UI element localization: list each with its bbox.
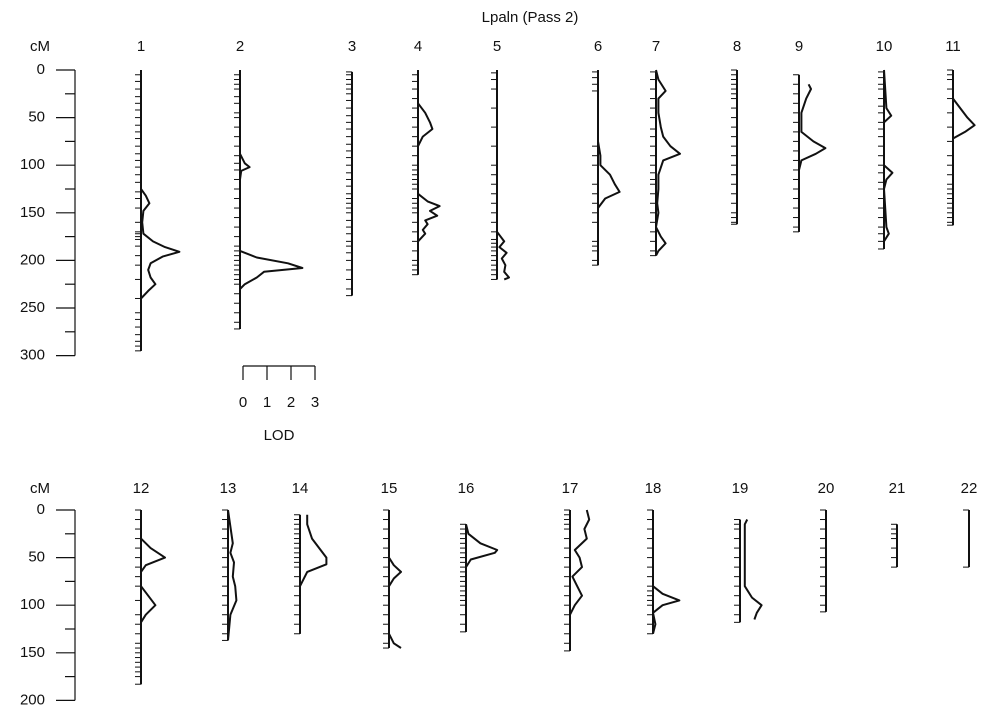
chromosome-label: 17 bbox=[562, 480, 579, 497]
chromosome-label: 9 bbox=[795, 38, 803, 55]
chromosome-label: 7 bbox=[652, 38, 660, 55]
chromosome-label: 22 bbox=[961, 480, 978, 497]
y-axis-label: cM bbox=[30, 38, 50, 55]
y-tick-label: 150 bbox=[20, 644, 45, 661]
lod-curve bbox=[140, 510, 166, 685]
lod-curve bbox=[299, 514, 328, 634]
y-tick-label: 0 bbox=[37, 61, 45, 78]
lod-curve bbox=[883, 69, 894, 249]
y-tick-label: 0 bbox=[37, 501, 45, 518]
chromosome-label: 11 bbox=[945, 38, 961, 55]
y-tick-label: 200 bbox=[20, 691, 45, 706]
chromosome-label: 8 bbox=[733, 38, 741, 55]
lod-curve bbox=[652, 510, 681, 635]
chromosome-label: 10 bbox=[876, 38, 893, 55]
lod-curve bbox=[952, 70, 976, 226]
chromosome-label: 3 bbox=[348, 38, 356, 55]
lod-scale-label: 2 bbox=[287, 394, 295, 411]
lod-curve bbox=[655, 69, 681, 257]
lod-curve bbox=[465, 524, 499, 632]
chromosome-label: 20 bbox=[818, 480, 835, 497]
chromosome-label: 13 bbox=[220, 480, 237, 497]
y-tick-label: 150 bbox=[20, 204, 45, 221]
lod-curve bbox=[597, 70, 621, 266]
chromosome-label: 1 bbox=[137, 38, 145, 55]
lod-curve bbox=[239, 70, 304, 329]
lod-curve bbox=[569, 509, 591, 651]
y-axis-label: cM bbox=[30, 480, 50, 497]
lod-curve bbox=[496, 70, 510, 281]
y-tick-label: 100 bbox=[20, 156, 45, 173]
y-tick-label: 50 bbox=[28, 549, 45, 566]
lod-curve bbox=[743, 519, 763, 620]
lod-curve bbox=[388, 510, 402, 649]
y-tick-label: 250 bbox=[20, 299, 45, 316]
chromosome-label: 4 bbox=[414, 38, 422, 55]
chromosome-label: 14 bbox=[292, 480, 309, 497]
chromosome-label: 12 bbox=[133, 480, 150, 497]
chromosome-label: 2 bbox=[236, 38, 244, 55]
chart-title: Lpaln (Pass 2) bbox=[482, 9, 579, 26]
chromosome-label: 5 bbox=[493, 38, 501, 55]
chromosome-label: 18 bbox=[645, 480, 662, 497]
lod-curve bbox=[417, 70, 441, 275]
lod-curve bbox=[140, 70, 181, 351]
lod-curve bbox=[227, 509, 238, 641]
chromosome-label: 21 bbox=[889, 480, 906, 497]
chromosome-label: 6 bbox=[594, 38, 602, 55]
lod-scale-label: 0 bbox=[239, 394, 247, 411]
lod-curve bbox=[798, 83, 827, 232]
y-tick-label: 50 bbox=[28, 109, 45, 126]
chromosome-label: 15 bbox=[381, 480, 398, 497]
y-tick-label: 200 bbox=[20, 251, 45, 268]
lod-scale-label: 1 bbox=[263, 394, 271, 411]
chromosome-label: 19 bbox=[732, 480, 749, 497]
y-tick-label: 100 bbox=[20, 596, 45, 613]
lod-scale-title: LOD bbox=[264, 427, 295, 444]
chromosome-label: 16 bbox=[458, 480, 475, 497]
lod-scale-label: 3 bbox=[311, 394, 319, 411]
y-tick-label: 300 bbox=[20, 347, 45, 364]
